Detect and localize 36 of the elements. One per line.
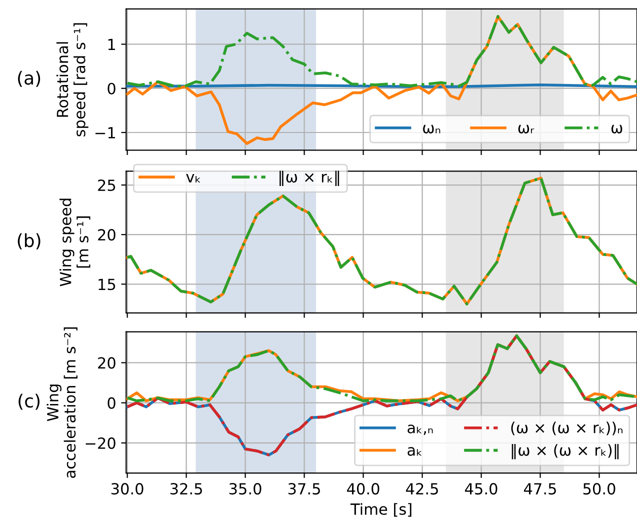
text: (a)	[18, 70, 40, 87]
x-axis-title: Time [s]	[350, 503, 412, 517]
legend-label: ωₙ	[423, 124, 440, 134]
text: (b)	[18, 233, 40, 250]
legend-label: vₖ	[186, 174, 200, 182]
y-tick-label: 20	[98, 357, 116, 369]
x-tick-label: 45.0	[465, 483, 498, 495]
y-tick-label: 0	[108, 82, 116, 94]
x-tick-label: 37.5	[288, 483, 320, 495]
y-tick-label: 25	[98, 179, 116, 192]
y-axis-title: Wing speed [m s⁻¹]	[60, 198, 90, 286]
line-series	[126, 15, 637, 88]
y-tick-label: −20	[86, 437, 116, 449]
y-axis-title: Rotational speed [rad s⁻¹]	[56, 23, 88, 136]
x-tick-label: 47.5	[524, 483, 556, 495]
legend-label: ωᵣ	[518, 124, 534, 134]
legend-label: ω	[611, 124, 622, 134]
x-tick-label: 42.5	[406, 483, 438, 495]
y-axis-title: Wing acceleration [m s⁻²]	[46, 327, 78, 478]
line-series	[126, 334, 637, 402]
legend-label: (ω × (ω × rₖ))ₙ	[511, 422, 622, 436]
x-tick-label: 50.0	[583, 483, 616, 495]
x-tick-label: 40.0	[347, 483, 380, 495]
legend-label: ‖ω × (ω × rₖ)‖	[512, 444, 619, 460]
x-tick-label: 32.5	[170, 483, 202, 495]
legend-label: aₖ,ₙ	[408, 424, 433, 435]
y-tick-label: 15	[98, 278, 116, 290]
text: (c)	[18, 394, 40, 410]
y-tick-label: 20	[98, 229, 116, 241]
y-tick-label: 1	[108, 38, 115, 50]
x-tick-label: 30.0	[111, 483, 144, 495]
x-tick-label: 35.0	[229, 483, 262, 495]
legend-label: aₖ	[408, 447, 422, 456]
legend-label: ‖ω × rₖ‖	[280, 170, 340, 186]
y-tick-label: 0	[108, 397, 116, 409]
y-tick-label: −1	[96, 127, 115, 138]
